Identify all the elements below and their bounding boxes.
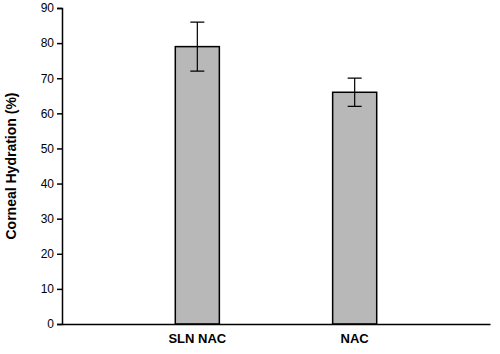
y-tick-mark [57,254,62,256]
y-axis-line [57,9,63,325]
y-tick: 0 [47,317,62,331]
x-tick: SLN NAC [168,324,226,346]
y-tick-label: 50 [41,142,55,156]
y-tick-label: 30 [41,212,55,226]
y-tick: 70 [41,72,62,86]
bar [175,47,219,324]
y-tick: 30 [41,212,62,226]
y-tick-mark [57,148,62,150]
y-tick-label: 90 [41,1,55,15]
y-tick-mark [57,183,62,185]
y-tick-mark [57,218,62,220]
y-tick-label: 0 [47,317,54,331]
bar [333,92,377,324]
y-tick-label: 10 [41,282,55,296]
y-axis-title: Corneal Hydration (%) [3,92,19,239]
x-tick-label: NAC [341,331,370,346]
y-tick: 50 [41,142,62,156]
x-tick: NAC [341,324,370,346]
chart: 0 10 20 30 40 50 60 70 80 90 SLN NAC NAC Corneal Hyd… [0,0,500,354]
x-axis-line [63,324,491,326]
y-tick-mark [57,324,62,326]
y-tick-mark [57,289,62,291]
x-tick-label: SLN NAC [168,331,226,346]
error-bar [348,78,362,106]
y-tick-mark [57,113,62,115]
x-axis: SLN NAC NAC [63,324,491,346]
y-tick-label: 40 [41,177,55,191]
y-tick: 20 [41,247,62,261]
y-tick-label: 60 [41,107,55,121]
y-tick: 90 [41,1,62,15]
y-tick-label: 70 [41,72,55,86]
y-tick: 60 [41,107,62,121]
y-tick-label: 80 [41,36,55,50]
y-tick: 10 [41,282,62,296]
y-tick-mark [57,8,62,10]
error-bar [190,22,204,71]
y-tick-label: 20 [41,247,55,261]
y-tick: 40 [41,177,62,191]
y-tick-mark [57,78,62,80]
y-tick: 80 [41,36,62,50]
y-tick-mark [57,43,62,45]
y-axis: 0 10 20 30 40 50 60 70 80 90 [41,1,63,331]
plot-area [175,22,376,324]
